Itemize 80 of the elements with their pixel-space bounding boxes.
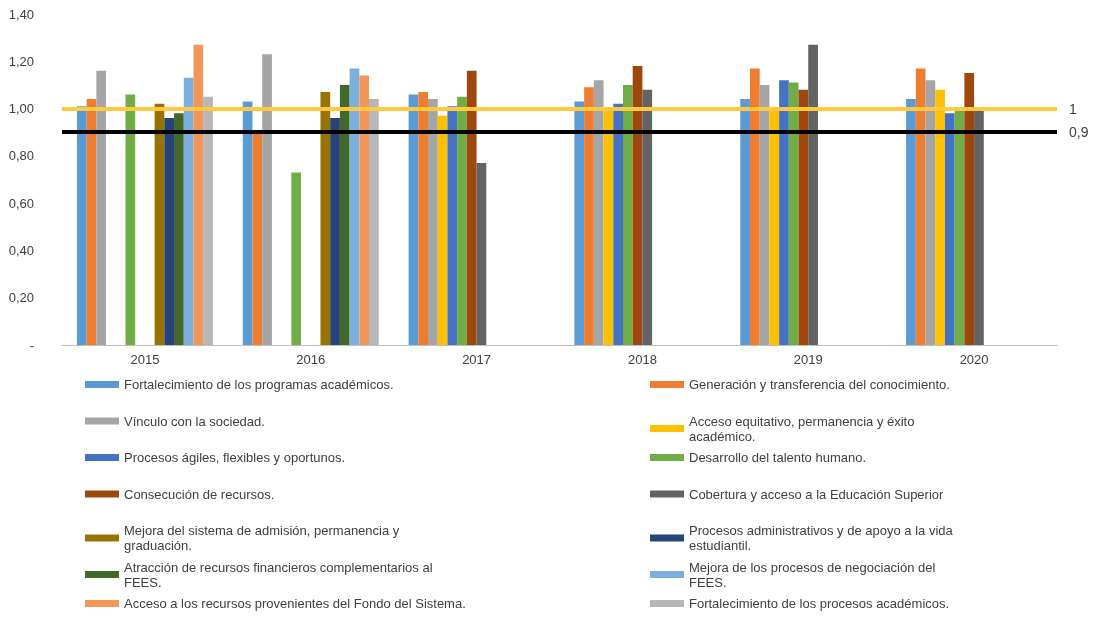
bar xyxy=(418,92,429,345)
x-tick-label: 2017 xyxy=(462,352,492,367)
bar xyxy=(935,89,945,345)
bar xyxy=(457,96,467,345)
bar xyxy=(759,84,770,345)
bar xyxy=(320,92,331,345)
bar xyxy=(808,44,818,345)
bar xyxy=(925,80,936,345)
bar xyxy=(740,99,750,345)
y-tick-label: - xyxy=(29,337,34,353)
y-tick-label: 1,40 xyxy=(8,6,34,22)
bar xyxy=(76,106,87,345)
y-tick-label: 1,00 xyxy=(8,101,34,117)
bar xyxy=(944,113,955,345)
bar xyxy=(86,99,97,345)
bar xyxy=(291,172,302,345)
x-tick-label: 2015 xyxy=(130,352,160,367)
y-tick-label: 0,20 xyxy=(8,290,34,306)
bar xyxy=(915,68,926,345)
legend-label: Desarrollo del talento humano. xyxy=(689,450,867,465)
bar xyxy=(642,89,653,345)
bar xyxy=(476,162,487,345)
bar xyxy=(447,106,458,345)
bar xyxy=(593,80,604,345)
bar xyxy=(164,118,175,345)
legend-label: Acceso a los recursos provenientes del Fondo del Sistema. xyxy=(124,596,466,611)
legend-label: Fortalecimiento de los procesos académicos. xyxy=(689,596,950,611)
legend-label: Mejora del sistema de admisión, permanencia y graduación. xyxy=(124,523,403,553)
bar xyxy=(603,108,614,345)
bar xyxy=(779,80,789,345)
bar xyxy=(622,84,633,345)
bar xyxy=(262,54,272,345)
x-tick-label: 2018 xyxy=(627,352,657,367)
bar xyxy=(349,68,360,345)
y-tick-label: 0,60 xyxy=(8,195,34,211)
legend-label: Mejora de los procesos de negociación del FEES. xyxy=(689,559,940,590)
legend-label: Acceso equitativo, permanencia y éxito académico. xyxy=(689,413,919,444)
bar xyxy=(359,75,370,345)
legend-label: Consecución de recursos. xyxy=(124,486,275,502)
y-tick-label: 0,40 xyxy=(8,242,34,258)
ref-line-label: 0,9 xyxy=(1069,124,1089,141)
bar xyxy=(339,84,350,345)
legend-label: Procesos administrativos y de apoyo a la vida estudiantil. xyxy=(689,523,957,553)
bar xyxy=(974,108,984,345)
bar xyxy=(183,77,194,345)
x-tick-label: 2019 xyxy=(793,352,823,367)
x-tick-label: 2016 xyxy=(296,352,326,367)
bar xyxy=(174,113,184,345)
legend-label: Generación y transferencia del conocimiento. xyxy=(689,377,950,392)
bar xyxy=(96,70,107,345)
bar xyxy=(252,132,263,345)
bar xyxy=(964,73,975,345)
bar xyxy=(466,70,477,345)
y-tick-label: 0,80 xyxy=(8,148,34,164)
bar xyxy=(632,66,643,345)
bar xyxy=(154,103,165,345)
legend-label: Cobertura y acceso a la Educación Superior xyxy=(689,486,945,502)
bar xyxy=(769,108,780,345)
x-tick-label: 2020 xyxy=(959,352,989,367)
bar xyxy=(613,103,623,345)
bar xyxy=(242,101,253,345)
legend-label: Procesos ágiles, flexibles y oportunos. xyxy=(124,450,346,465)
legend-label: Vínculo con la sociedad. xyxy=(124,413,265,429)
bar xyxy=(749,68,760,345)
bar xyxy=(437,115,448,345)
bar xyxy=(574,101,585,345)
bar xyxy=(584,87,594,345)
bar xyxy=(125,94,136,345)
bar xyxy=(906,99,916,345)
bar xyxy=(788,82,799,345)
bar xyxy=(193,44,204,345)
bar xyxy=(954,110,965,345)
y-tick-label: 1,20 xyxy=(8,53,34,69)
legend-label: Atracción de recursos financieros complementarios al FEES. xyxy=(124,559,437,590)
bar xyxy=(798,89,809,345)
bar xyxy=(428,99,438,345)
bar xyxy=(330,118,340,345)
legend-label: Fortalecimiento de los programas académicos. xyxy=(124,377,394,392)
bar xyxy=(408,94,419,345)
ref-line-label: 1 xyxy=(1069,100,1077,117)
